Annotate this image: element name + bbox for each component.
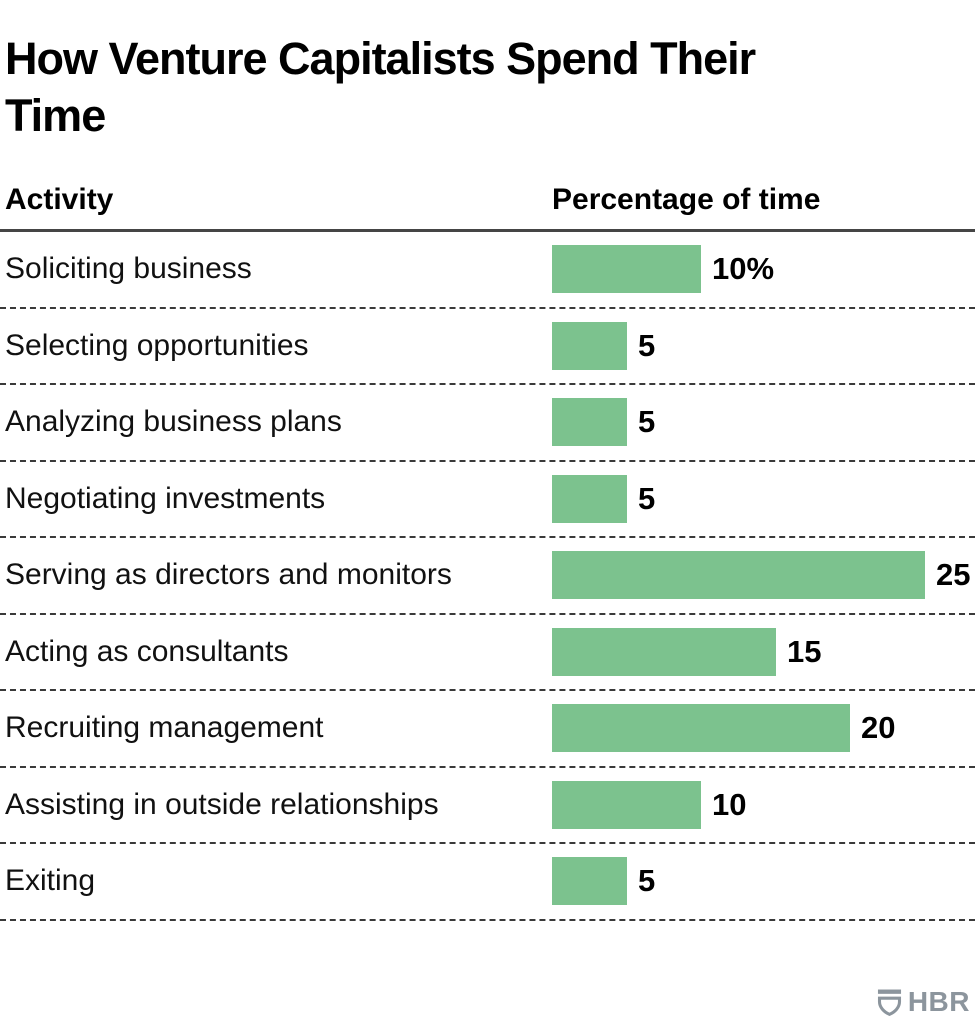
activity-label: Acting as consultants: [5, 634, 289, 668]
bar-group: 5: [552, 474, 656, 523]
table-row: Negotiating investments 5: [0, 462, 975, 538]
activity-label: Recruiting management: [5, 711, 324, 745]
bar-group: 5: [552, 321, 656, 370]
hbr-logo-text: HBR: [907, 986, 970, 1017]
value-bar: [552, 551, 925, 600]
value-bar: [552, 627, 776, 676]
value-bar: [552, 857, 627, 906]
activity-label: Analyzing business plans: [5, 405, 342, 439]
value-bar: [552, 780, 701, 829]
bar-group: 10: [552, 780, 747, 829]
value-label: 5: [638, 480, 656, 516]
value-label: 5: [638, 863, 656, 899]
table-row: Assisting in outside relationships 10: [0, 768, 975, 844]
bar-group: 5: [552, 857, 656, 906]
value-bar: [552, 245, 701, 294]
value-label: 5: [638, 327, 656, 363]
value-bar: [552, 704, 850, 753]
value-bar: [552, 474, 627, 523]
value-label: 25: [936, 557, 971, 593]
bar-group: 20: [552, 704, 896, 753]
activity-label: Negotiating investments: [5, 481, 326, 515]
table-row: Serving as directors and monitors 25: [0, 538, 975, 615]
table-row: Exiting 5: [0, 844, 975, 921]
bar-group: 15: [552, 627, 822, 676]
hbr-shield-icon: [877, 989, 901, 1016]
bar-group: 25: [552, 551, 971, 600]
value-bar: [552, 321, 627, 370]
table-row: Acting as consultants 15: [0, 615, 975, 691]
bar-group: 10%: [552, 245, 775, 294]
activity-label: Serving as directors and monitors: [5, 558, 452, 592]
value-label: 5: [638, 404, 656, 440]
activity-label: Soliciting business: [5, 252, 252, 286]
bar-chart-table: Soliciting business 10% Selecting opport…: [0, 229, 975, 921]
bar-group: 5: [552, 398, 656, 447]
column-headers: Activity Percentage of time: [0, 183, 975, 217]
table-row: Analyzing business plans 5: [0, 385, 975, 462]
value-label: 10%: [712, 251, 775, 287]
page-title: How Venture Capitalists Spend Their Time: [5, 33, 756, 142]
activity-label: Exiting: [5, 864, 96, 898]
value-bar: [552, 398, 627, 447]
value-label: 20: [861, 710, 896, 746]
activity-label: Selecting opportunities: [5, 328, 309, 362]
table-row: Soliciting business 10%: [0, 232, 975, 309]
column-header-percentage: Percentage of time: [552, 183, 821, 216]
value-label: 15: [787, 633, 822, 669]
hbr-logo: HBR: [877, 986, 970, 1018]
table-row: Recruiting management 20: [0, 691, 975, 768]
column-header-activity: Activity: [5, 183, 114, 216]
value-label: 10: [712, 786, 747, 822]
activity-label: Assisting in outside relationships: [5, 787, 439, 821]
table-row: Selecting opportunities 5: [0, 309, 975, 385]
